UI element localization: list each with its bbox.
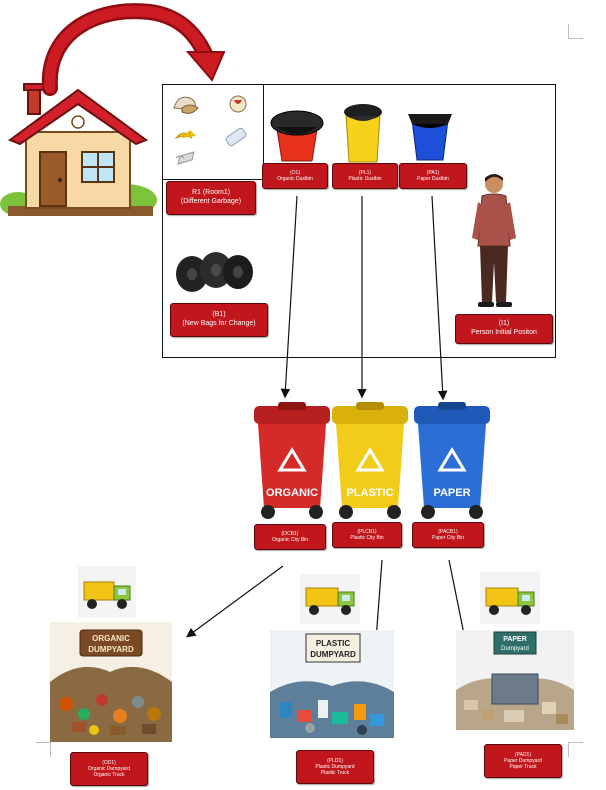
label-pacb1: (PACB1) Paper City Bin [412, 522, 484, 548]
label-od1-id: (OD1) [102, 759, 116, 766]
plastic-bin-text: PLASTIC [346, 487, 393, 499]
label-plcb1-name: Plastic City Bin [350, 535, 384, 541]
label-od1: (OD1) Organic Dumpyard Organic Truck [70, 752, 148, 786]
label-pad1-id: (PAD1) [514, 751, 532, 758]
organic-bin-text: ORGANIC [266, 487, 318, 499]
label-pacb1-id: (PACB1) [438, 528, 458, 535]
label-i1: (I1) Person Initial Positon [455, 314, 553, 344]
house-icon [0, 83, 157, 216]
paper-dustbin-icon [408, 114, 452, 161]
organic-dustbin-icon [270, 110, 324, 162]
label-b1-name: (New Bags for Change) [182, 320, 256, 327]
label-r1: R1 (Room1) (Different Garbage) [166, 181, 256, 215]
label-b1-id: (B1) [212, 311, 226, 319]
organic-dumpyard-icon: ORGANIC DUMPYARD [50, 622, 172, 742]
label-pld1-truck: Plastic Truck [320, 770, 350, 777]
organic-dumpyard-sign-line2: DUMPYARD [88, 645, 134, 654]
arrow-plastic-to-dumpyard [371, 559, 383, 643]
arrow-paper-to-city [431, 195, 448, 401]
paper-dumpyard-sign-line1: PAPER [503, 636, 527, 643]
organic-truck-icon [78, 566, 136, 618]
garbage-bags-icon [176, 252, 253, 292]
label-pld1: (PLD1) Plastic Dumpyard Plastic Truck [296, 750, 374, 784]
person-icon [472, 174, 516, 307]
label-pa1-name: Paper Dustbin [417, 176, 449, 182]
label-ocb1-name: Organic City Bin [271, 537, 309, 543]
label-od1-truck: Organic Truck [93, 772, 125, 779]
garbage-items-icon [173, 95, 247, 165]
label-pad1: (PAD1) Paper Dumpyard Paper Truck [484, 744, 562, 778]
label-pa1: (PA1) Paper Dustbin [399, 163, 467, 189]
plastic-dumpyard-icon: PLASTIC DUMPYARD [270, 630, 394, 738]
plastic-truck-icon [300, 574, 360, 624]
paper-dumpyard-sign-line2: Dumpyard [501, 646, 529, 652]
label-b1: (B1) (New Bags for Change) [170, 303, 268, 337]
page-corner-mark [36, 742, 51, 757]
garbage-box [162, 84, 264, 180]
label-ocb1-id: (OCB1) [281, 530, 299, 537]
curved-arrow-icon [41, 3, 226, 96]
plastic-city-bin-icon: PLASTIC [332, 402, 408, 519]
label-o1: (O1) Organic Dustbin [262, 163, 328, 189]
label-plcb1-id: (PLCB1) [357, 528, 377, 535]
paper-dumpyard-icon: PAPER Dumpyard [456, 630, 574, 730]
label-pl1-id: (PL1) [358, 169, 372, 176]
organic-city-bin-icon: ORGANIC [254, 402, 330, 519]
label-pl1: (PL1) Plastic Dustbin [332, 163, 398, 189]
paper-city-bin-icon: PAPER [414, 402, 490, 519]
label-plcb1: (PLCB1) Plastic City Bin [332, 522, 402, 548]
label-pacb1-name: Paper City Bin [432, 535, 464, 541]
organic-dumpyard-sign-line1: ORGANIC [92, 634, 130, 643]
label-ocb1: (OCB1) Organic City Bin [254, 524, 326, 550]
label-pld1-dumpyard: Plastic Dumpyard [315, 763, 355, 770]
plastic-dumpyard-sign-line2: DUMPYARD [310, 650, 356, 659]
paper-truck-icon [480, 572, 540, 624]
page-corner-mark [568, 24, 583, 39]
arrow-organic-to-city [280, 195, 298, 399]
label-o1-name: Organic Dustbin [277, 176, 313, 182]
paper-bin-text: PAPER [433, 487, 470, 499]
label-pad1-truck: Paper Truck [509, 764, 537, 771]
plastic-dustbin-icon [344, 104, 382, 163]
label-pad1-dumpyard: Paper Dumpyard [504, 757, 542, 764]
label-r1-name: (Different Garbage) [180, 198, 242, 205]
label-i1-name: Person Initial Positon [471, 329, 537, 336]
label-od1-dumpyard: Organic Dumpyard [88, 765, 130, 772]
label-pl1-name: Plastic Dustbin [348, 176, 382, 182]
page-corner-mark [568, 742, 583, 757]
label-o1-id: (O1) [290, 169, 300, 176]
label-pa1-id: (PA1) [426, 169, 440, 176]
arrow-organic-to-dumpyard [186, 565, 284, 638]
room-outline [162, 84, 556, 358]
plastic-dumpyard-sign-line1: PLASTIC [316, 639, 350, 648]
label-i1-id: (I1) [498, 320, 510, 328]
label-r1-id: R1 (Room1) [191, 189, 231, 197]
label-pld1-id: (PLD1) [327, 757, 343, 764]
